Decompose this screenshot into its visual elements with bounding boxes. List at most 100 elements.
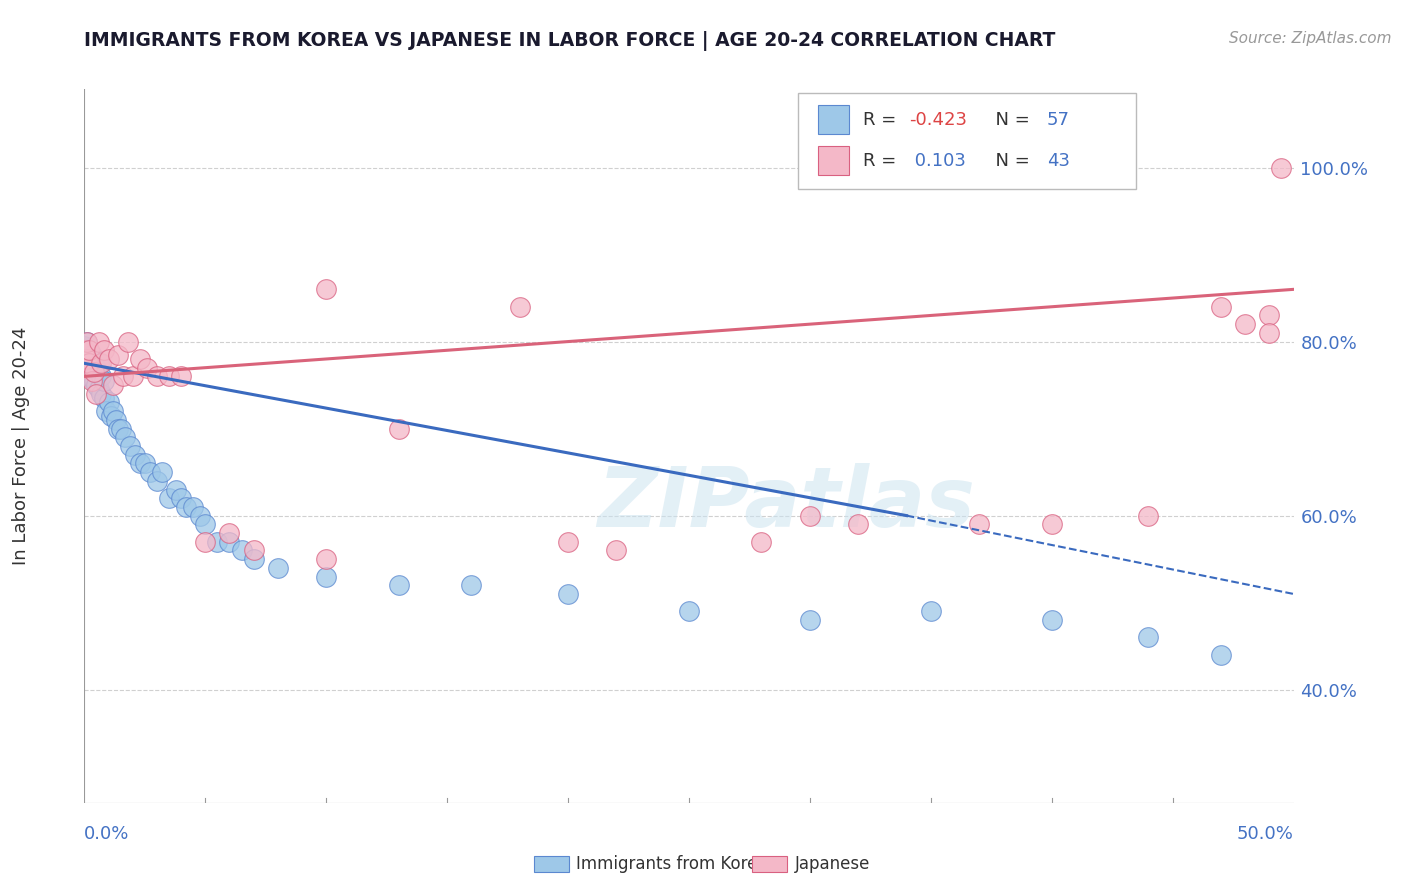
Point (117, 334, 139, 349)
Point (242, 543, 264, 558)
Point (194, 534, 217, 549)
Point (846, 517, 869, 532)
Point (967, 517, 990, 532)
Point (190, 508, 212, 523)
Text: R =: R = (863, 152, 903, 169)
Text: N =: N = (984, 111, 1035, 128)
Text: 57: 57 (1047, 111, 1070, 128)
Point (1209, 300, 1232, 314)
Point (76, 351, 98, 366)
FancyBboxPatch shape (818, 146, 849, 175)
Point (157, 369, 180, 384)
Point (136, 360, 159, 375)
Point (76, 369, 98, 384)
Point (799, 508, 821, 523)
Point (103, 404, 125, 418)
Point (170, 369, 193, 384)
Point (76, 334, 98, 349)
Point (121, 369, 143, 384)
Point (77, 343, 100, 358)
Point (86, 378, 108, 392)
Text: Japanese: Japanese (794, 855, 870, 873)
Point (146, 474, 169, 488)
Point (97, 351, 120, 366)
Point (1040, 613, 1063, 627)
Point (103, 378, 125, 392)
Point (86, 360, 108, 375)
Point (100, 409, 122, 423)
Text: Immigrants from Korea: Immigrants from Korea (576, 855, 768, 873)
Point (77, 356, 100, 370)
Point (124, 448, 146, 462)
Point (73, 343, 96, 358)
Point (157, 491, 180, 506)
Point (267, 561, 290, 575)
Point (1270, 161, 1292, 175)
Point (114, 430, 136, 444)
Point (920, 604, 942, 618)
Point (207, 534, 229, 549)
Point (218, 526, 240, 541)
Point (557, 534, 579, 549)
Text: -0.423: -0.423 (910, 111, 967, 128)
Point (80, 348, 103, 362)
Point (76, 351, 98, 366)
Point (120, 439, 142, 453)
Point (87, 334, 110, 349)
Text: IMMIGRANTS FROM KOREA VS JAPANESE IN LABOR FORCE | AGE 20-24 CORRELATION CHART: IMMIGRANTS FROM KOREA VS JAPANESE IN LAB… (84, 31, 1056, 51)
Point (605, 543, 627, 558)
Point (86, 386, 108, 401)
FancyBboxPatch shape (818, 105, 849, 134)
Point (751, 534, 773, 549)
Point (83, 374, 105, 388)
Point (146, 369, 169, 384)
Point (231, 543, 253, 558)
Point (315, 552, 337, 566)
Point (93, 391, 115, 405)
Text: 0.103: 0.103 (910, 152, 966, 169)
Point (509, 300, 531, 314)
Point (181, 500, 204, 514)
Point (80, 360, 103, 375)
Point (170, 491, 193, 506)
Point (83, 365, 105, 379)
Point (1209, 648, 1232, 662)
Point (1258, 309, 1281, 323)
Point (73, 360, 96, 375)
Text: 0.0%: 0.0% (84, 824, 129, 843)
Point (315, 282, 337, 296)
Point (73, 339, 96, 353)
Point (73, 360, 96, 375)
Point (76, 334, 98, 349)
Point (799, 613, 821, 627)
Point (165, 483, 187, 497)
Point (150, 465, 173, 479)
Point (90, 369, 112, 384)
Point (1137, 631, 1160, 645)
Point (87, 383, 110, 397)
Point (388, 578, 411, 592)
Point (94, 404, 117, 418)
Point (107, 348, 129, 362)
Point (80, 374, 103, 388)
Point (110, 421, 132, 435)
Point (242, 552, 264, 566)
Point (90, 356, 112, 370)
Point (93, 343, 115, 358)
Text: In Labor Force | Age 20-24: In Labor Force | Age 20-24 (13, 326, 30, 566)
Point (1258, 326, 1281, 340)
Point (1234, 317, 1257, 331)
Text: ZIPatlas: ZIPatlas (596, 463, 974, 543)
Point (129, 457, 152, 471)
Point (77, 356, 100, 370)
Text: Source: ZipAtlas.com: Source: ZipAtlas.com (1229, 31, 1392, 46)
Point (104, 413, 127, 427)
Point (77, 343, 100, 358)
Text: N =: N = (984, 152, 1035, 169)
Point (1137, 508, 1160, 523)
Point (107, 421, 129, 435)
Point (90, 386, 112, 401)
Point (557, 587, 579, 601)
Point (315, 569, 337, 583)
Point (93, 374, 115, 388)
